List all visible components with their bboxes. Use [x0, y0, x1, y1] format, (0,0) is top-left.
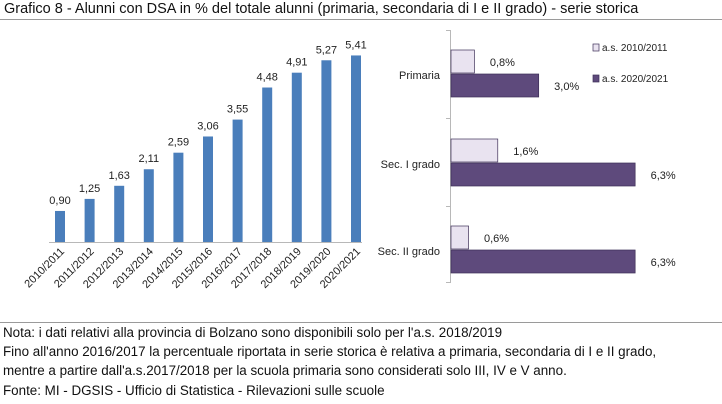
bar-value-label: 6,3%	[651, 170, 676, 182]
notes-divider	[0, 322, 722, 323]
bar	[203, 136, 213, 242]
category-label: Sec. II grado	[378, 246, 440, 258]
bar	[143, 169, 154, 242]
bar-value-label: 4,48	[256, 72, 277, 84]
legend-label: a.s. 2010/2011	[602, 43, 668, 54]
bar	[232, 119, 243, 242]
note-line: mentre a partire dall'a.s.2017/2018 per …	[3, 363, 567, 379]
bar	[291, 72, 302, 242]
category-label: Sec. I grado	[381, 159, 440, 171]
bar-value-label: 4,91	[286, 57, 307, 69]
bar-value-label: 3,06	[197, 120, 218, 132]
bar-value-label: 5,41	[345, 39, 366, 51]
notes-block: Nota: i dati relativi alla provincia di …	[3, 323, 656, 400]
bar	[351, 55, 361, 243]
bar	[114, 185, 125, 242]
source-line: Fonte: MI - DGSIS - Ufficio di Statistic…	[3, 382, 385, 398]
bar-value-label: 3,55	[227, 104, 248, 116]
bar	[84, 198, 95, 242]
bar-value-label: 6,3%	[651, 257, 676, 269]
title-divider	[0, 19, 722, 20]
legend-swatch	[592, 74, 600, 83]
bar	[262, 87, 273, 242]
bar-value-label: 1,25	[79, 183, 100, 195]
bar-value-label: 3,0%	[554, 81, 579, 93]
bar-value-label: 2,11	[139, 153, 160, 165]
bar	[321, 60, 332, 242]
charts-canvas: 0,902010/20111,252011/20121,632012/20132…	[22, 30, 676, 291]
bar	[173, 152, 184, 242]
legend-label: a.s. 2020/2021	[602, 74, 669, 85]
bar	[450, 225, 469, 250]
bar-value-label: 2,59	[168, 137, 189, 149]
bar-value-label: 1,63	[108, 170, 129, 182]
bar	[450, 73, 540, 98]
bar	[450, 162, 636, 187]
bar	[450, 249, 636, 274]
bar-value-label: 0,90	[49, 195, 70, 207]
note-line: Nota: i dati relativi alla provincia di …	[3, 325, 503, 340]
legend-swatch	[592, 43, 600, 52]
bar-value-label: 0,8%	[490, 57, 515, 69]
chart-title: Grafico 8 - Alunni con DSA in % del tota…	[4, 1, 639, 17]
bar	[450, 138, 499, 163]
bar-value-label: 1,6%	[513, 146, 538, 158]
bar-value-label: 5,27	[316, 44, 337, 56]
bar	[450, 49, 475, 74]
bar-value-label: 0,6%	[484, 233, 509, 245]
bar	[55, 210, 65, 242]
category-label: Primaria	[399, 70, 441, 82]
note-line: Fino all'anno 2016/2017 la percentuale r…	[3, 344, 657, 360]
